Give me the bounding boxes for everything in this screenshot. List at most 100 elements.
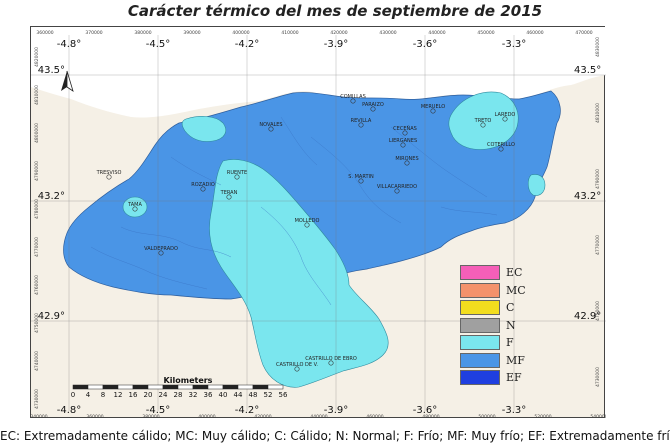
latitude-labels-left: 43.5° 43.2° 42.9° <box>38 65 65 322</box>
latitude-label: 43.2° <box>574 191 601 202</box>
place-label: MERUELO <box>421 104 445 110</box>
scale-bar-segment <box>267 384 284 390</box>
scale-bar-segment <box>252 384 269 390</box>
scale-bar-tick: 44 <box>234 391 243 399</box>
utm-label: 520000 <box>534 414 551 419</box>
scale-bar-segment <box>87 384 104 390</box>
longitude-label: -4.5° <box>146 405 171 416</box>
place-marker <box>132 206 138 212</box>
utm-label: 4730000 <box>34 389 40 409</box>
scale-bar-tick: 32 <box>189 391 198 399</box>
place-label: RUENTE <box>227 170 247 176</box>
place-marker <box>394 188 400 194</box>
region-very-cold <box>63 90 561 300</box>
legend-item-ec: EC <box>460 264 534 282</box>
place-marker <box>480 122 486 128</box>
utm-label: 4780000 <box>34 199 40 219</box>
legend-item-n: N <box>460 317 534 335</box>
place-label: CASTRILLO DE V. <box>276 362 318 368</box>
legend-item-mf: MF <box>460 352 534 370</box>
place-marker <box>226 194 232 200</box>
legend-label: N <box>506 318 516 332</box>
place-marker <box>498 146 504 152</box>
place-marker <box>200 186 206 192</box>
river-network <box>90 116 498 306</box>
scale-bar-segment <box>237 384 254 390</box>
utm-label: 470000 <box>575 30 592 36</box>
utm-label: 4730000 <box>595 367 601 387</box>
legend-item-mc: MC <box>460 282 534 300</box>
utm-label: 460000 <box>526 30 543 36</box>
scale-bar-tick: 0 <box>71 391 75 399</box>
longitude-label: -3.3° <box>502 39 527 50</box>
place-marker <box>358 178 364 184</box>
utm-label: 4770000 <box>595 235 601 255</box>
place-label: TRESVISO <box>96 170 122 176</box>
utm-y-labels-right: 4830000 4810000 4790000 4770000 4750000 47300… <box>595 37 601 387</box>
scale-bar-tick: 12 <box>114 391 123 399</box>
legend-label: C <box>506 301 515 315</box>
scale-bar-segment <box>117 384 134 390</box>
map-canvas: -4.8° -4.5° -4.2° -3.9° -3.6° -3.3° -4.8° -4.5… <box>30 27 608 420</box>
utm-y-labels-left: 4820000 4810000 4800000 4790000 4780000 47700… <box>34 47 40 409</box>
utm-label: 420000 <box>330 30 347 36</box>
legend-label: EF <box>506 371 522 385</box>
region-cold-south <box>209 159 389 388</box>
longitude-label: -4.2° <box>235 39 260 50</box>
place-marker <box>234 174 240 180</box>
place-marker <box>404 160 410 166</box>
utm-label: 4810000 <box>34 85 40 105</box>
utm-label: 440000 <box>428 30 445 36</box>
scale-bar-tick: 52 <box>264 391 273 399</box>
utm-label: 380000 <box>134 30 151 36</box>
longitude-label: -3.6° <box>413 405 438 416</box>
place-marker <box>294 366 300 372</box>
place-label: CECEÑAS <box>393 125 417 132</box>
place-marker <box>328 360 334 366</box>
longitude-label: -4.8° <box>57 405 82 416</box>
utm-label: 390000 <box>183 30 200 36</box>
place-label: MOLLEDO <box>295 218 320 224</box>
place-marker <box>430 108 436 114</box>
place-label: PARAIZO <box>362 102 384 108</box>
utm-label: 460000 <box>366 414 383 419</box>
scale-bar-segment <box>102 384 119 390</box>
place-marker <box>402 130 408 136</box>
utm-label: 370000 <box>85 30 102 36</box>
legend-swatch <box>460 300 500 316</box>
utm-label: 430000 <box>379 30 396 36</box>
place-marker <box>268 126 274 132</box>
graticule <box>31 35 606 411</box>
place-label: CASTRILLO DE EBRO <box>305 356 357 362</box>
latitude-label: 42.9° <box>574 311 601 322</box>
utm-label: 540000 <box>590 414 606 419</box>
legend-caption: EC: Extremadamente cálido; MC: Muy cálid… <box>0 429 670 443</box>
longitude-label: -3.6° <box>413 39 438 50</box>
place-marker <box>400 142 406 148</box>
place-marker <box>106 174 112 180</box>
legend-swatch <box>460 282 500 298</box>
scale-bar-tick: 8 <box>101 391 105 399</box>
longitude-label: -3.9° <box>324 39 349 50</box>
latitude-label: 43.5° <box>574 65 601 76</box>
scale-bar-segment <box>177 384 194 390</box>
scale-bar-tick: 24 <box>159 391 168 399</box>
place-marker <box>350 98 356 104</box>
place-label: ROZADIO <box>191 182 215 188</box>
utm-x-labels-bottom: 340000 360000 380000 400000 420000 440000 4600… <box>30 414 607 420</box>
utm-label: 4790000 <box>595 169 601 189</box>
utm-label: 4760000 <box>34 275 40 295</box>
legend-label: F <box>506 336 514 350</box>
scale-bar-tick: 16 <box>129 391 138 399</box>
legend-swatch <box>460 335 500 351</box>
utm-label: 4810000 <box>595 103 601 123</box>
legend-swatch <box>460 317 500 333</box>
place-marker <box>158 250 164 256</box>
region-cold-northwest <box>181 116 226 142</box>
legend-item-c: C <box>460 299 534 317</box>
north-arrow-icon <box>61 70 74 92</box>
place-marker <box>370 106 376 112</box>
utm-label: 500000 <box>478 414 495 419</box>
place-label: COMILLAS <box>340 94 366 100</box>
